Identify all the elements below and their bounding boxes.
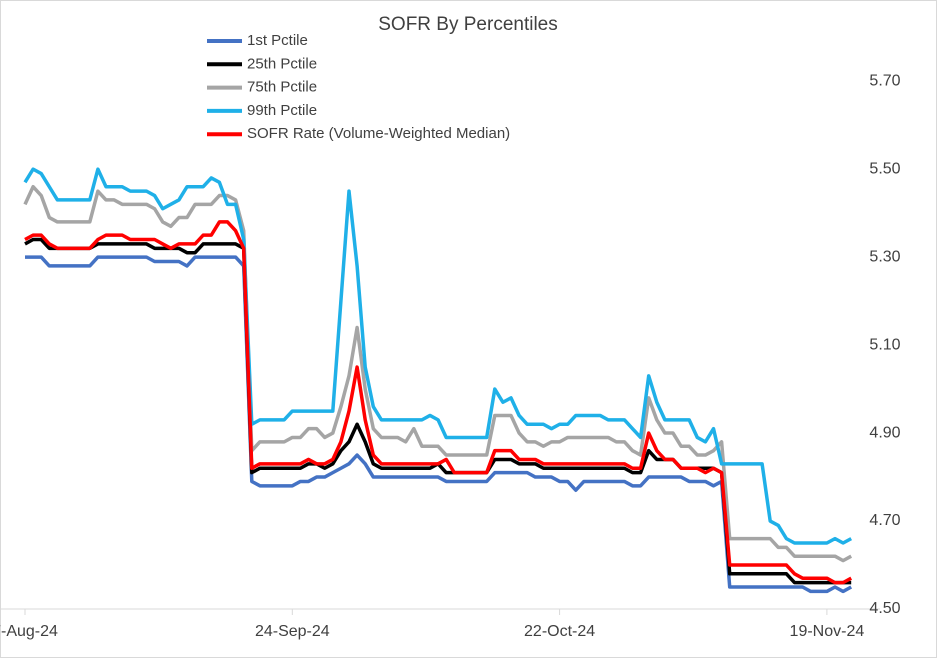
y-tick-label: 5.70 <box>869 72 900 89</box>
legend-label: SOFR Rate (Volume-Weighted Median) <box>247 125 510 142</box>
series-line <box>23 184 853 563</box>
y-tick-label: 4.90 <box>869 424 900 441</box>
y-tick-label: 4.50 <box>869 600 900 617</box>
x-tick-label: 19-Nov-24 <box>790 623 865 640</box>
x-tick-label: 24-Sep-24 <box>255 623 330 640</box>
legend-label: 99th Pctile <box>247 102 317 119</box>
legend-label: 75th Pctile <box>247 79 317 96</box>
series-line <box>24 220 853 585</box>
y-tick-label: 5.30 <box>869 248 900 265</box>
y-tick-label: 5.50 <box>869 160 900 177</box>
y-tick-label: 5.10 <box>869 336 900 353</box>
series-line <box>25 255 853 594</box>
legend-label: 1st Pctile <box>247 32 308 49</box>
x-tick-label: 7-Aug-24 <box>0 623 58 640</box>
series-line <box>23 167 853 545</box>
chart-title: SOFR By Percentiles <box>378 14 558 35</box>
x-tick-label: 22-Oct-24 <box>524 623 595 640</box>
y-tick-label: 4.70 <box>869 512 900 529</box>
legend-label: 25th Pctile <box>247 55 317 72</box>
